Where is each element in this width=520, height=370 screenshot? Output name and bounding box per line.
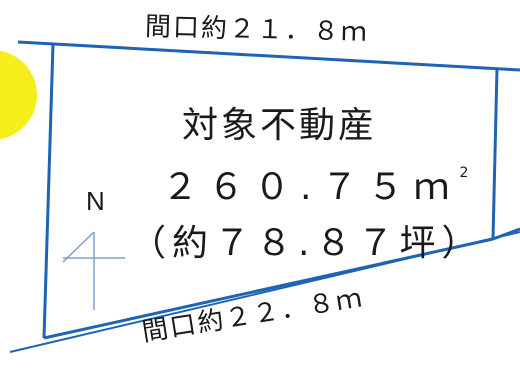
lower-road-line bbox=[9, 231, 520, 353]
right-boundary-line bbox=[491, 67, 499, 240]
area-unit-superscript: 2 bbox=[459, 165, 469, 181]
area-value: ２６０.７５ｍ bbox=[162, 167, 460, 208]
north-label: N bbox=[86, 186, 105, 216]
area-tsubo: （約７８.８７坪） bbox=[130, 223, 484, 264]
area-square-meters: ２６０.７５ｍ2 bbox=[162, 158, 468, 210]
left-boundary-line bbox=[42, 43, 55, 339]
frontage-top-label: 間口約２１．８ｍ bbox=[144, 12, 370, 48]
north-arrow-head bbox=[62, 231, 95, 263]
top-boundary-line bbox=[17, 40, 520, 72]
property-title: 対象不動産 bbox=[182, 105, 378, 146]
location-marker bbox=[0, 50, 37, 140]
